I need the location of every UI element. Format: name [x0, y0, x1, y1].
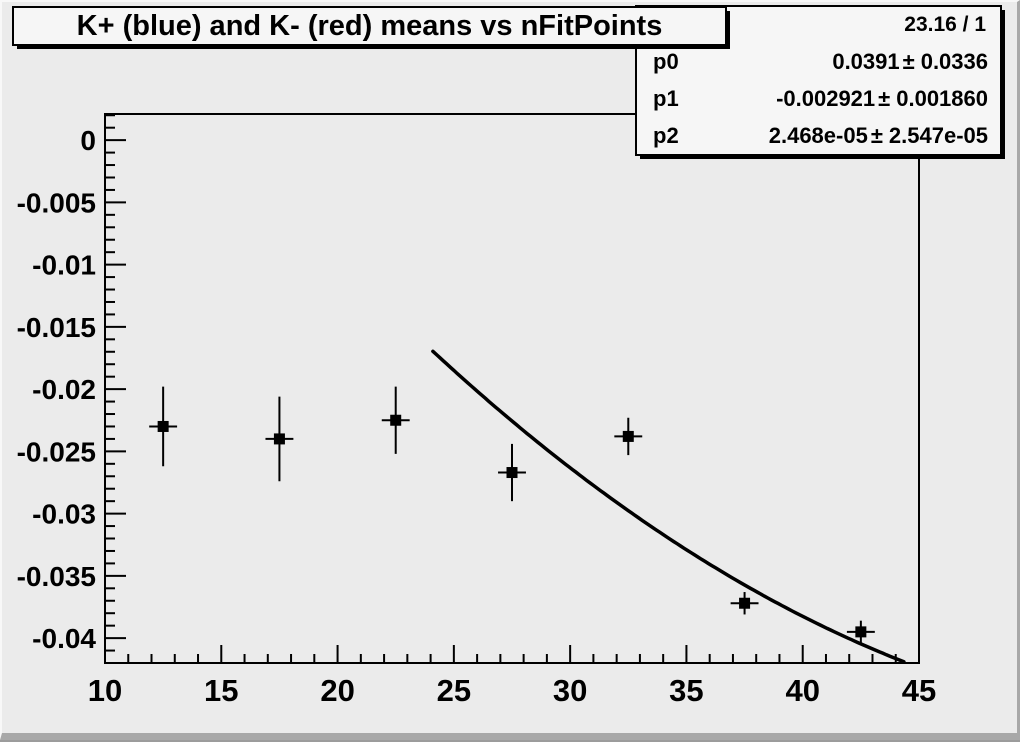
data-marker [506, 467, 518, 479]
x-tick-label: 25 [437, 673, 471, 708]
stats-param-row-p0: p0 0.0391 ±0.0336 [637, 44, 1000, 81]
param-name: p1 [653, 85, 679, 111]
stats-param-row-p1: p1 -0.002921 ±0.001860 [637, 81, 1000, 118]
y-tick-label: -0.035 [17, 561, 96, 592]
y-tick-label: -0.005 [17, 187, 96, 218]
y-tick-label: -0.03 [32, 499, 96, 530]
x-tick-label: 40 [785, 673, 819, 708]
y-tick-label: 0 [80, 125, 96, 156]
y-tick-label: -0.015 [17, 312, 96, 343]
plus-minus-sign: ± [870, 122, 883, 148]
param-value: 0.0391 ±0.0336 [832, 49, 988, 75]
data-marker [390, 414, 402, 426]
fit-curve [431, 349, 906, 664]
x-tick-label: 15 [204, 673, 238, 708]
data-marker [855, 626, 867, 638]
data-marker [622, 430, 634, 442]
stats-chi2-row: 23.16 / 1 [637, 7, 1000, 44]
x-tick-label: 20 [320, 673, 354, 708]
x-tick-label: 30 [553, 673, 587, 708]
param-name: p0 [653, 49, 679, 75]
y-tick-label: -0.01 [32, 250, 96, 281]
x-tick-label: 45 [902, 673, 936, 708]
param-value: 2.468e-05 ±2.547e-05 [768, 122, 988, 148]
param-name: p2 [653, 122, 679, 148]
data-marker [273, 433, 285, 445]
data-marker [739, 597, 751, 609]
plot-frame [104, 113, 920, 664]
chi2-value: 23.16 / 1 [904, 13, 986, 37]
plus-minus-sign: ± [878, 85, 891, 111]
plus-minus-sign: ± [902, 49, 915, 75]
x-tick-label: 35 [669, 673, 703, 708]
y-tick-label: -0.04 [32, 623, 96, 654]
param-value: -0.002921 ±0.001860 [776, 85, 988, 111]
plot-title: K+ (blue) and K- (red) means vs nFitPoin… [76, 9, 663, 42]
y-tick-label: -0.025 [17, 436, 96, 467]
x-tick-label: 10 [88, 673, 122, 708]
stats-param-row-p2: p2 2.468e-05 ±2.547e-05 [637, 117, 1000, 154]
title-box: K+ (blue) and K- (red) means vs nFitPoin… [12, 6, 727, 46]
data-marker [157, 420, 169, 432]
y-tick-label: -0.02 [32, 374, 96, 405]
